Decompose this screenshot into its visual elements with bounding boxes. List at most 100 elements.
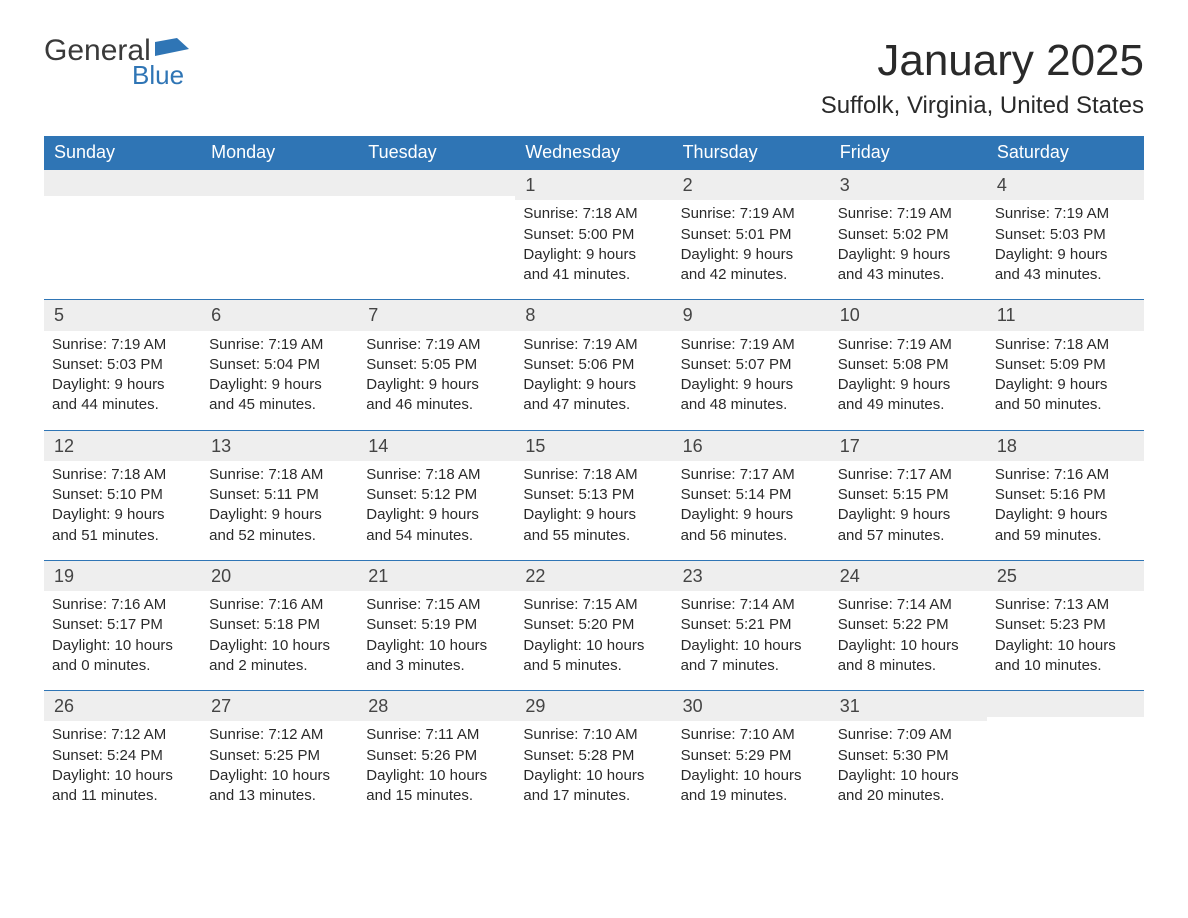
sunset-line: Sunset: 5:00 PM: [523, 225, 664, 245]
calendar-day-cell: 9 Sunrise: 7:19 AMSunset: 5:07 PMDaylight…: [673, 300, 830, 429]
daylight-line: Daylight: 10 hours and 17 minutes.: [523, 766, 664, 807]
day-number: 26: [44, 691, 201, 721]
daylight-line: Daylight: 9 hours and 42 minutes.: [681, 245, 822, 286]
sunrise-line: Sunrise: 7:19 AM: [681, 204, 822, 224]
daylight-line: Daylight: 10 hours and 20 minutes.: [838, 766, 979, 807]
sunrise-line: Sunrise: 7:19 AM: [681, 335, 822, 355]
title-block: January 2025 Suffolk, Virginia, United S…: [821, 36, 1144, 120]
calendar-day-cell: 16Sunrise: 7:17 AMSunset: 5:14 PMDayligh…: [673, 431, 830, 560]
calendar-day-cell: 25Sunrise: 7:13 AMSunset: 5:23 PMDayligh…: [987, 561, 1144, 690]
sunset-line: Sunset: 5:12 PM: [366, 485, 507, 505]
calendar-header-row: SundayMondayTuesdayWednesdayThursdayFrid…: [44, 136, 1144, 169]
sunset-line: Sunset: 5:13 PM: [523, 485, 664, 505]
sunset-line: Sunset: 5:22 PM: [838, 615, 979, 635]
calendar-day-cell: 31Sunrise: 7:09 AMSunset: 5:30 PMDayligh…: [830, 691, 987, 820]
daylight-line: Daylight: 9 hours and 44 minutes.: [52, 375, 193, 416]
day-number: 28: [358, 691, 515, 721]
day-number: 4: [987, 170, 1144, 200]
day-number: 19: [44, 561, 201, 591]
day-number: 16: [673, 431, 830, 461]
daylight-line: Daylight: 9 hours and 57 minutes.: [838, 505, 979, 546]
calendar-day-cell: 23Sunrise: 7:14 AMSunset: 5:21 PMDayligh…: [673, 561, 830, 690]
daylight-line: Daylight: 10 hours and 19 minutes.: [681, 766, 822, 807]
daylight-line: Daylight: 9 hours and 48 minutes.: [681, 375, 822, 416]
daylight-line: Daylight: 10 hours and 8 minutes.: [838, 636, 979, 677]
calendar-day-cell: [201, 170, 358, 299]
calendar-day-cell: 27Sunrise: 7:12 AMSunset: 5:25 PMDayligh…: [201, 691, 358, 820]
calendar-day-cell: 5Sunrise: 7:19 AMSunset: 5:03 PMDaylight…: [44, 300, 201, 429]
sunset-line: Sunset: 5:04 PM: [209, 355, 350, 375]
calendar-header-cell: Sunday: [44, 136, 201, 169]
day-number: 29: [515, 691, 672, 721]
sunset-line: Sunset: 5:26 PM: [366, 746, 507, 766]
daylight-line: Daylight: 10 hours and 11 minutes.: [52, 766, 193, 807]
sunset-line: Sunset: 5:03 PM: [52, 355, 193, 375]
daylight-line: Daylight: 9 hours and 54 minutes.: [366, 505, 507, 546]
calendar-week-row: 12Sunrise: 7:18 AMSunset: 5:10 PMDayligh…: [44, 430, 1144, 560]
sunrise-line: Sunrise: 7:19 AM: [52, 335, 193, 355]
day-number: 6: [201, 300, 358, 330]
sunset-line: Sunset: 5:09 PM: [995, 355, 1136, 375]
calendar-day-cell: [358, 170, 515, 299]
calendar-body: 1Sunrise: 7:18 AMSunset: 5:00 PMDaylight…: [44, 169, 1144, 820]
sunrise-line: Sunrise: 7:14 AM: [838, 595, 979, 615]
calendar-day-cell: 15Sunrise: 7:18 AMSunset: 5:13 PMDayligh…: [515, 431, 672, 560]
sunrise-line: Sunrise: 7:14 AM: [681, 595, 822, 615]
sunset-line: Sunset: 5:28 PM: [523, 746, 664, 766]
day-number: [987, 691, 1144, 717]
day-number: [201, 170, 358, 196]
day-number: 30: [673, 691, 830, 721]
sunset-line: Sunset: 5:29 PM: [681, 746, 822, 766]
sunrise-line: Sunrise: 7:13 AM: [995, 595, 1136, 615]
sunrise-line: Sunrise: 7:12 AM: [209, 725, 350, 745]
sunset-line: Sunset: 5:20 PM: [523, 615, 664, 635]
sunrise-line: Sunrise: 7:19 AM: [838, 204, 979, 224]
day-number: 23: [673, 561, 830, 591]
day-number: 9: [673, 300, 830, 330]
sunset-line: Sunset: 5:03 PM: [995, 225, 1136, 245]
brand-logo: General Blue: [44, 36, 189, 88]
calendar-day-cell: 29Sunrise: 7:10 AMSunset: 5:28 PMDayligh…: [515, 691, 672, 820]
sunrise-line: Sunrise: 7:19 AM: [523, 335, 664, 355]
sunrise-line: Sunrise: 7:19 AM: [366, 335, 507, 355]
day-number: 18: [987, 431, 1144, 461]
calendar-week-row: 26Sunrise: 7:12 AMSunset: 5:24 PMDayligh…: [44, 690, 1144, 820]
day-number: 2: [673, 170, 830, 200]
sunset-line: Sunset: 5:16 PM: [995, 485, 1136, 505]
day-number: 22: [515, 561, 672, 591]
daylight-line: Daylight: 9 hours and 51 minutes.: [52, 505, 193, 546]
daylight-line: Daylight: 10 hours and 3 minutes.: [366, 636, 507, 677]
sunrise-line: Sunrise: 7:19 AM: [209, 335, 350, 355]
day-number: [44, 170, 201, 196]
sunset-line: Sunset: 5:17 PM: [52, 615, 193, 635]
sunrise-line: Sunrise: 7:18 AM: [52, 465, 193, 485]
calendar-week-row: 5Sunrise: 7:19 AMSunset: 5:03 PMDaylight…: [44, 299, 1144, 429]
calendar-day-cell: 7Sunrise: 7:19 AMSunset: 5:05 PMDaylight…: [358, 300, 515, 429]
sunset-line: Sunset: 5:30 PM: [838, 746, 979, 766]
calendar-header-cell: Wednesday: [515, 136, 672, 169]
daylight-line: Daylight: 9 hours and 41 minutes.: [523, 245, 664, 286]
calendar-day-cell: 30Sunrise: 7:10 AMSunset: 5:29 PMDayligh…: [673, 691, 830, 820]
day-number: 24: [830, 561, 987, 591]
day-number: 27: [201, 691, 358, 721]
daylight-line: Daylight: 9 hours and 43 minutes.: [838, 245, 979, 286]
sunrise-line: Sunrise: 7:17 AM: [838, 465, 979, 485]
sunrise-line: Sunrise: 7:18 AM: [523, 204, 664, 224]
sunrise-line: Sunrise: 7:15 AM: [523, 595, 664, 615]
sunset-line: Sunset: 5:15 PM: [838, 485, 979, 505]
sunrise-line: Sunrise: 7:11 AM: [366, 725, 507, 745]
calendar-day-cell: 20Sunrise: 7:16 AMSunset: 5:18 PMDayligh…: [201, 561, 358, 690]
calendar-week-row: 19Sunrise: 7:16 AMSunset: 5:17 PMDayligh…: [44, 560, 1144, 690]
daylight-line: Daylight: 10 hours and 5 minutes.: [523, 636, 664, 677]
day-number: 20: [201, 561, 358, 591]
sunset-line: Sunset: 5:07 PM: [681, 355, 822, 375]
sunrise-line: Sunrise: 7:19 AM: [995, 204, 1136, 224]
day-number: 1: [515, 170, 672, 200]
daylight-line: Daylight: 10 hours and 2 minutes.: [209, 636, 350, 677]
calendar-day-cell: 1 Sunrise: 7:18 AMSunset: 5:00 PMDaylight…: [515, 170, 672, 299]
calendar-header-cell: Saturday: [987, 136, 1144, 169]
daylight-line: Daylight: 9 hours and 43 minutes.: [995, 245, 1136, 286]
sunset-line: Sunset: 5:10 PM: [52, 485, 193, 505]
sunrise-line: Sunrise: 7:18 AM: [523, 465, 664, 485]
day-number: 13: [201, 431, 358, 461]
